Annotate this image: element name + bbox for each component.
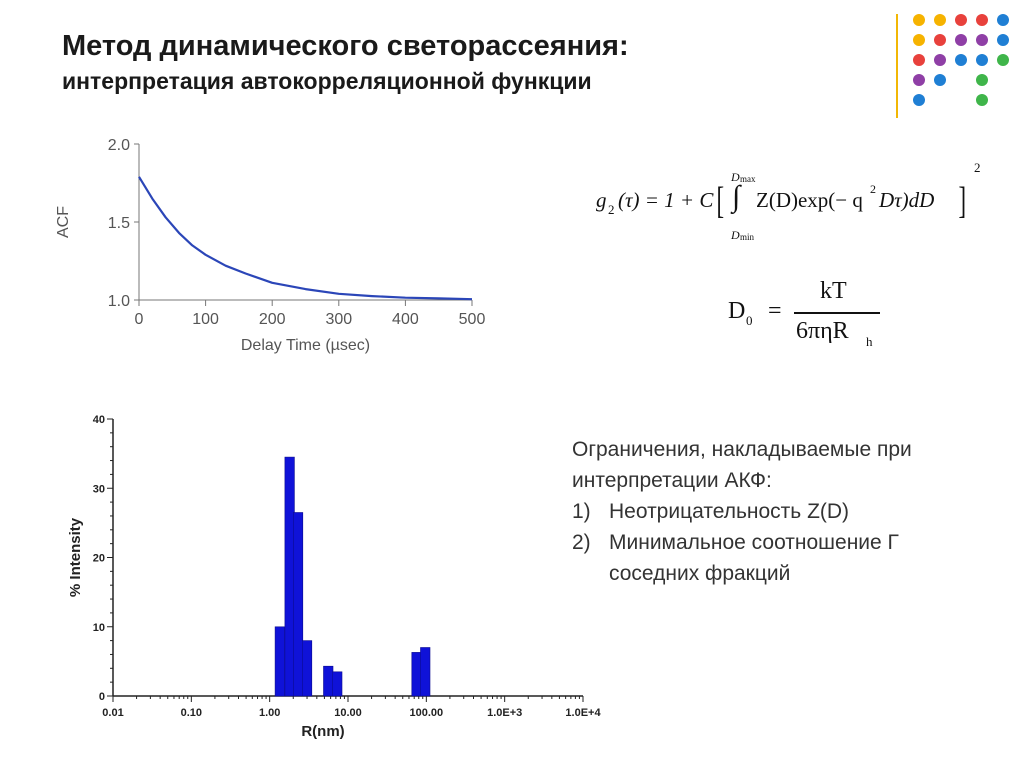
x-tick-label: 100.00 xyxy=(410,707,444,719)
limitation-text: Минимальное соотношение Г соседних фракц… xyxy=(609,531,899,585)
y-axis-label: % Intensity xyxy=(67,517,84,597)
x-tick-label: 100 xyxy=(192,311,219,328)
x-tick-label: 1.00 xyxy=(259,707,280,719)
decorative-dot xyxy=(997,14,1009,26)
histogram-bar xyxy=(420,647,431,697)
limitation-number: 2) xyxy=(572,531,591,554)
decorative-dot xyxy=(997,34,1009,46)
x-tick-label: 500 xyxy=(459,311,486,328)
decorative-dot xyxy=(976,94,988,106)
y-tick-label: 30 xyxy=(93,483,105,495)
decorative-dot xyxy=(934,14,946,26)
y-tick-label: 40 xyxy=(93,414,105,426)
formula-d0-lhs: D xyxy=(728,298,746,324)
x-axis-label: Delay Time (µsec) xyxy=(241,337,370,354)
decorative-dot xyxy=(913,94,925,106)
decorative-divider xyxy=(896,14,898,118)
int-upper-sub: max xyxy=(740,174,756,184)
x-tick-label: 0.10 xyxy=(181,707,202,719)
y-tick-label: 2.0 xyxy=(108,137,130,154)
formula-d0: D 0 = kT 6πηR h xyxy=(728,276,898,356)
decorative-dot xyxy=(976,54,988,66)
histogram-bar xyxy=(332,671,343,697)
x-tick-label: 10.00 xyxy=(334,707,362,719)
acf-chart: 1.0 1.5 2.0 0 100 200 300 400 500 Delay Time (µse… xyxy=(55,137,486,354)
decorative-dot xyxy=(934,74,946,86)
fraction-bar xyxy=(794,312,880,314)
histogram-bar xyxy=(274,626,285,697)
y-tick-label: 10 xyxy=(93,622,105,634)
decorative-dot xyxy=(976,14,988,26)
int-upper: D xyxy=(731,170,740,184)
formula-g2-lhs-sub: 2 xyxy=(608,202,615,217)
histogram-bar xyxy=(293,512,304,697)
decorative-dot xyxy=(913,14,925,26)
formula-d0-denominator: 6πηR xyxy=(796,318,849,344)
decorative-dot xyxy=(955,34,967,46)
size-distribution-chart: 0 10 20 30 40 0.01 0.10 1.00 10.00 100.00 1.0E+3 1.… xyxy=(67,414,601,740)
formula-g2: g 2 (τ) = 1 + C [ D max ∫ D min Z(D)exp(… xyxy=(596,158,996,248)
x-axis-label: R(nm) xyxy=(301,723,344,740)
decorative-dot xyxy=(976,74,988,86)
x-tick-label: 1.0E+4 xyxy=(565,707,601,719)
x-tick-label: 1.0E+3 xyxy=(487,707,522,719)
integrand-end: Dτ)dD xyxy=(879,188,935,212)
x-tick-label: 300 xyxy=(325,311,352,328)
x-tick-label: 0 xyxy=(135,311,144,328)
formula-d0-lhs-sub: 0 xyxy=(746,313,753,328)
y-tick-label: 1.5 xyxy=(108,215,130,232)
decorative-dot xyxy=(934,54,946,66)
limitations-block: Ограничения, накладываемые при интерпрет… xyxy=(572,434,992,589)
decorative-dot xyxy=(913,54,925,66)
x-tick-label: 0.01 xyxy=(102,707,123,719)
x-tick-label: 200 xyxy=(259,311,286,328)
formula-d0-equals: = xyxy=(768,298,782,324)
y-tick-label: 1.0 xyxy=(108,293,130,310)
histogram-bar xyxy=(323,665,334,697)
integral-sign: ∫ xyxy=(732,180,741,213)
q-power: 2 xyxy=(870,182,876,196)
decorative-dot xyxy=(913,74,925,86)
formula-d0-denominator-sub: h xyxy=(866,334,873,349)
histogram-bar xyxy=(302,640,313,697)
limitation-number: 1) xyxy=(572,500,591,523)
formula-d0-numerator: kT xyxy=(820,278,847,304)
decorative-dot xyxy=(955,54,967,66)
decorative-dot xyxy=(997,54,1009,66)
decorative-dot xyxy=(976,34,988,46)
right-bracket: ] xyxy=(958,180,967,222)
integrand: Z(D)exp(− q xyxy=(756,188,863,212)
limitation-item: 2) Минимальное соотношение Г соседних фр… xyxy=(572,527,992,589)
acf-series-line xyxy=(138,176,473,301)
y-axis-label: ACF xyxy=(55,206,72,238)
decorative-dot xyxy=(934,34,946,46)
outer-power: 2 xyxy=(974,160,981,175)
left-bracket: [ xyxy=(716,180,725,222)
formula-g2-lhs: g xyxy=(596,188,607,212)
decorative-dot xyxy=(913,34,925,46)
limitation-text: Неотрицательность Z(D) xyxy=(609,500,850,523)
int-lower-sub: min xyxy=(740,232,755,242)
histogram-bar xyxy=(284,456,295,697)
formula-g2-arg: (τ) = 1 + C xyxy=(618,188,714,212)
slide-subtitle: интерпретация автокорреляционной функции xyxy=(62,68,592,94)
limitation-item: 1) Неотрицательность Z(D) xyxy=(572,496,992,527)
limitations-intro: Ограничения, накладываемые при интерпрет… xyxy=(572,438,912,492)
decorative-dot xyxy=(955,14,967,26)
y-tick-label: 0 xyxy=(99,691,105,703)
y-tick-label: 20 xyxy=(93,553,105,565)
x-tick-label: 400 xyxy=(392,311,419,328)
slide-title: Метод динамического светорассеяния: xyxy=(62,30,629,62)
histogram-bar xyxy=(411,652,422,697)
int-lower: D xyxy=(731,228,740,242)
